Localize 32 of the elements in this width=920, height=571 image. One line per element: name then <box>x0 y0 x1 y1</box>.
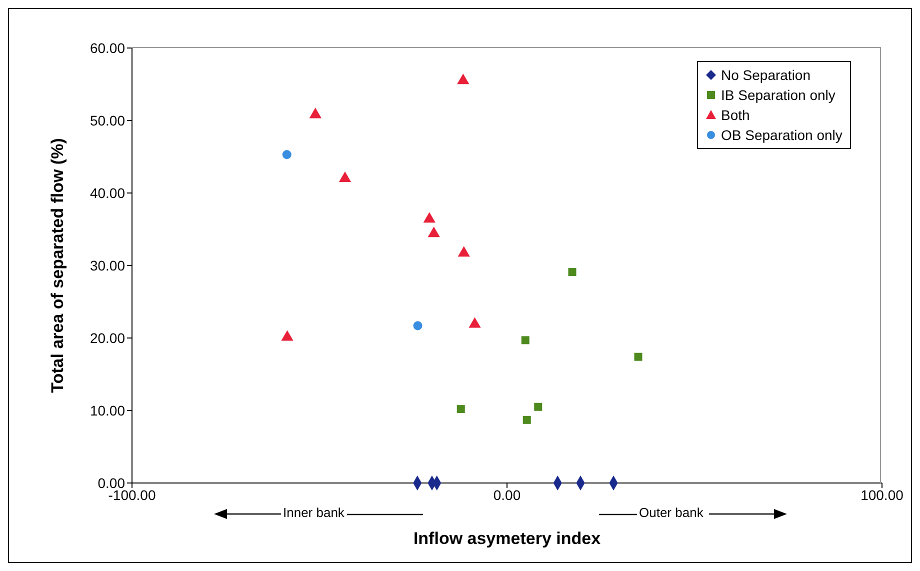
point <box>428 226 440 238</box>
legend-label: OB Separation only <box>721 126 842 145</box>
x-axis-title: Inflow asymetery index <box>413 529 602 548</box>
point <box>338 171 352 182</box>
legend-label: No Separation <box>721 66 811 85</box>
y-tick-label: 20.00 <box>90 330 126 346</box>
y-tick-label: 60.00 <box>90 40 126 56</box>
legend-label: IB Separation only <box>721 86 836 105</box>
x-tick-label: 100.00 <box>860 486 904 503</box>
y-axis-title: Total area of separated flow (%) <box>48 138 68 393</box>
point <box>534 402 542 411</box>
point <box>281 330 294 341</box>
x-tick-label: 0.00 <box>493 486 521 503</box>
y-tick-label: 40.00 <box>90 184 126 201</box>
point <box>521 336 530 344</box>
point <box>634 352 642 361</box>
point <box>568 268 576 276</box>
text: Inner bank <box>283 505 344 520</box>
point <box>309 108 322 118</box>
point <box>458 246 470 257</box>
y-tick-label: 10.00 <box>90 402 126 418</box>
point <box>423 212 436 223</box>
y-tick-label: 0.00 <box>98 474 126 491</box>
y-tick-label: 50.00 <box>90 112 126 128</box>
text: Outer bank <box>639 505 704 520</box>
point <box>522 416 531 424</box>
point <box>457 74 470 84</box>
point <box>456 405 465 414</box>
point <box>468 317 481 328</box>
y-tick-label: 30.00 <box>90 257 126 274</box>
point <box>413 321 422 330</box>
legend-label: Both <box>721 106 750 125</box>
